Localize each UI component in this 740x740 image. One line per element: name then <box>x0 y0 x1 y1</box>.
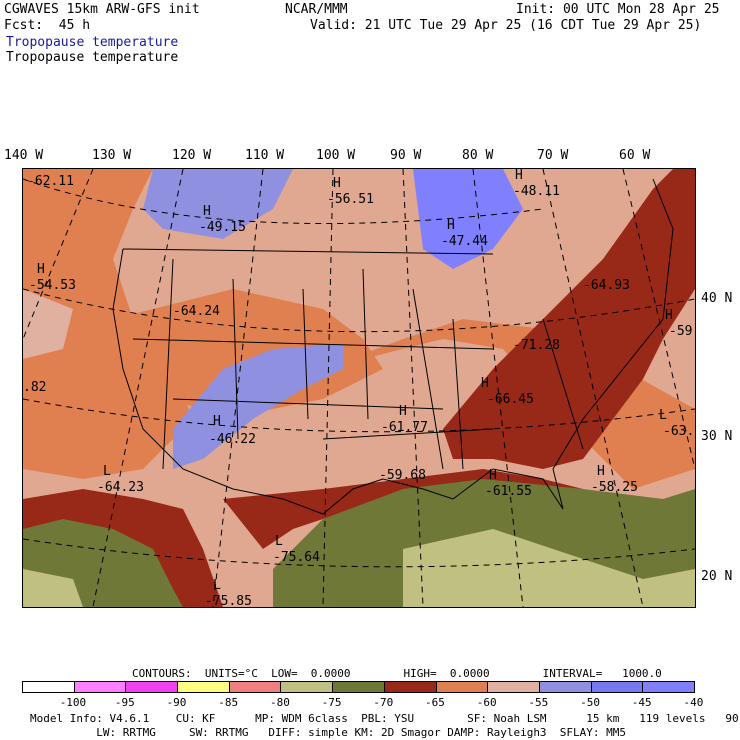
warm-region-central <box>113 289 383 419</box>
contour-value-label: -64.24 <box>173 304 220 319</box>
colorbar-label: -85 <box>218 696 239 709</box>
warm-region-west <box>23 169 193 479</box>
contour-value-label: -49.15 <box>199 220 246 235</box>
contour-value-label: -46.22 <box>209 432 256 447</box>
center-label: NCAR/MMM <box>285 2 348 17</box>
high-pressure-marker: H <box>489 468 497 483</box>
colorbar-swatch <box>642 681 695 693</box>
contour-field-label: Tropopause temperature <box>6 50 179 65</box>
lon-label: 100 W <box>316 148 356 163</box>
colored-field-label: Tropopause temperature <box>6 35 179 50</box>
cool-region-pacific <box>23 289 73 359</box>
contour-value-label: -58.25 <box>591 480 638 495</box>
very-cold-region-caribbean <box>403 529 695 607</box>
low-pressure-marker: L <box>275 534 283 549</box>
lon-label: 140 W <box>4 148 44 163</box>
lon-label: 60 W <box>619 148 651 163</box>
contour-value-label: -59.68 <box>379 468 426 483</box>
colorbar-swatch <box>125 681 179 693</box>
contour-value-label: -75.64 <box>273 550 320 565</box>
high-pressure-marker: H <box>37 262 45 277</box>
init-time: Init: 00 UTC Mon 28 Apr 25 <box>516 2 720 17</box>
colorbar-swatch <box>228 681 282 693</box>
colorbar-label: -65 <box>425 696 445 709</box>
contour-value-label: -75.85 <box>205 594 252 608</box>
valid-time: Valid: 21 UTC Tue 29 Apr 25 (16 CDT Tue … <box>310 18 702 33</box>
colorbar-label: -80 <box>269 696 290 709</box>
colorbar-swatch <box>22 681 75 693</box>
contour-value-label: -66.45 <box>487 392 534 407</box>
contour-value-label: -54.53 <box>29 278 76 293</box>
low-pressure-marker: L <box>213 578 221 593</box>
model-info: Model Info: V4.6.1 CU: KF MP: WDM 6class… <box>30 712 740 725</box>
forecast-hour: Fcst: 45 h <box>4 18 91 33</box>
colorbar-label: -70 <box>373 696 394 709</box>
contour-value-label: .82 <box>23 380 47 395</box>
high-pressure-marker: H <box>665 308 673 323</box>
colorbar-label: -55 <box>528 696 549 709</box>
lon-label: 120 W <box>172 148 212 163</box>
colorbar-swatch <box>177 681 230 693</box>
boundaries <box>112 178 674 515</box>
colorbar-label: -100 <box>59 696 87 709</box>
colorbar-label: -75 <box>321 696 342 709</box>
lon-label: 70 W <box>537 148 569 163</box>
lat-label: 20 N <box>701 569 733 584</box>
lat-label: 40 N <box>701 291 733 306</box>
high-pressure-marker: H <box>597 464 605 479</box>
contour-value-label: -61.55 <box>485 484 532 499</box>
lon-label: 90 W <box>390 148 422 163</box>
model-title: CGWAVES 15km ARW-GFS init <box>4 2 200 17</box>
high-pressure-marker: H <box>447 218 455 233</box>
colorbar-swatch <box>332 681 385 693</box>
colorbar-swatch <box>383 681 437 693</box>
colorbar-swatch <box>538 681 592 693</box>
high-pressure-marker: H <box>515 168 523 183</box>
contour-value-label: -59 <box>669 324 693 339</box>
tropopause-temperature-map <box>23 169 695 607</box>
contour-value-label: -48.11 <box>513 184 560 199</box>
high-pressure-marker: H <box>333 176 341 191</box>
low-pressure-marker: L <box>659 408 667 423</box>
contour-value-label: -63.5 <box>663 424 695 439</box>
contour-value-label: -61.77 <box>381 420 428 435</box>
colorbar-label: -50 <box>580 696 600 709</box>
contour-value-label: -64.23 <box>97 480 144 495</box>
contour-value-label: -56.51 <box>327 192 374 207</box>
colorbar-swatch <box>73 681 127 693</box>
colorbar-label: -40 <box>683 696 704 709</box>
lon-label: 110 W <box>245 148 285 163</box>
colorbar-label: -60 <box>476 696 497 709</box>
physics-info: LW: RRTMG SW: RRTMG DIFF: simple KM: 2D … <box>30 726 627 739</box>
high-pressure-marker: H <box>213 414 221 429</box>
very-cold-region-pacific <box>23 569 83 607</box>
warm-tropopause-southwest <box>173 344 343 469</box>
colorbar-swatch <box>590 681 644 693</box>
colorbar-swatch <box>487 681 540 693</box>
warm-tropopause-great-lakes <box>413 169 523 269</box>
contour-info: CONTOURS: UNITS=°C LOW= 0.0000 HIGH= 0.0… <box>132 667 662 680</box>
lon-label: 130 W <box>92 148 132 163</box>
lat-label: 30 N <box>701 429 733 444</box>
high-pressure-marker: H <box>481 376 489 391</box>
colorbar-label: °C <box>739 696 740 709</box>
contour-value-label: -71.28 <box>513 338 560 353</box>
colorbar-label: -90 <box>166 696 187 709</box>
colorbar-swatch <box>435 681 489 693</box>
contour-value-label: -64.93 <box>583 278 630 293</box>
low-pressure-marker: L <box>103 464 111 479</box>
colorbar-swatch <box>280 681 334 693</box>
lon-label: 80 W <box>462 148 494 163</box>
warm-tropopause-northwest <box>143 169 293 239</box>
colorbar-label: -95 <box>114 696 135 709</box>
forecast-map: -62.11 H -49.15 H -56.51 H -48.11 H -47.… <box>22 168 696 608</box>
graticule <box>23 169 695 607</box>
colorbar-label: -45 <box>631 696 652 709</box>
contour-value-label: -47.44 <box>441 234 488 249</box>
high-pressure-marker: H <box>203 204 211 219</box>
high-pressure-marker: H <box>399 404 407 419</box>
contour-value-label: -62.11 <box>27 174 74 189</box>
